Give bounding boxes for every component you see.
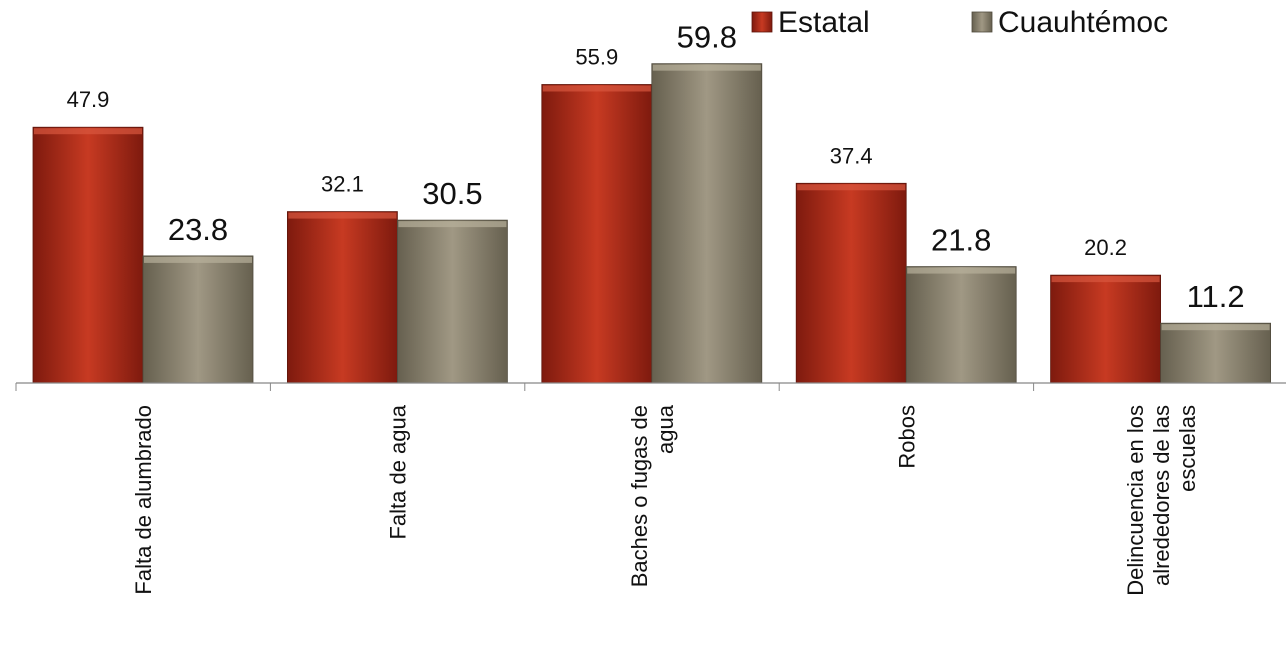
- bar-bevel-estatal-4: [1051, 276, 1160, 283]
- value-label-cuauht-moc-3: 21.8: [931, 223, 991, 258]
- bar-estatal-0: [32, 126, 144, 384]
- x-axis: [15, 382, 1286, 391]
- value-labels-group: 47.9 23.8 32.1 30.5 55.9 59.8 37.4 21.8 20.2 11.2: [67, 20, 1245, 315]
- bar-bevel-estatal-2: [542, 85, 651, 92]
- bar-estatal-4: [1050, 274, 1161, 384]
- bar-bevel-cuauht-moc-2: [652, 64, 761, 71]
- category-label-1: Falta de agua: [386, 404, 411, 539]
- value-label-cuauht-moc-0: 23.8: [168, 212, 228, 247]
- value-label-estatal-2: 55.9: [575, 44, 618, 69]
- bar-estatal-3: [795, 182, 907, 384]
- value-label-estatal-1: 32.1: [321, 172, 364, 197]
- legend: Estatal Cuauhtémoc: [751, 6, 1168, 39]
- value-label-cuauht-moc-2: 59.8: [677, 20, 737, 55]
- category-label-3: Robos: [894, 405, 919, 469]
- category-label-2: Baches o fugas deagua: [627, 404, 678, 587]
- value-label-estatal-3: 37.4: [830, 143, 873, 168]
- value-label-cuauht-moc-4: 11.2: [1187, 279, 1245, 314]
- value-label-estatal-0: 47.9: [67, 87, 110, 112]
- legend-label-cuauht-moc: Cuauhtémoc: [998, 6, 1168, 39]
- value-label-estatal-4: 20.2: [1084, 235, 1127, 260]
- category-label-0: Falta de alumbrado: [131, 405, 156, 595]
- category-label-4: Delincuencia en losalrededores de lasesc…: [1123, 405, 1200, 596]
- bar-cuauht-moc-4: [1160, 322, 1271, 384]
- bar-bevel-cuauht-moc-3: [907, 267, 1016, 274]
- value-label-cuauht-moc-1: 30.5: [422, 176, 482, 211]
- bar-bevel-cuauht-moc-0: [144, 256, 252, 263]
- bar-estatal-2: [541, 84, 653, 384]
- bar-cuauht-moc-1: [396, 219, 508, 384]
- bar-bevel-estatal-1: [288, 212, 397, 219]
- bar-estatal-1: [286, 211, 398, 384]
- bar-cuauht-moc-3: [905, 266, 1017, 384]
- legend-swatch-cuauht-moc: [971, 11, 993, 33]
- legend-swatch-estatal: [751, 11, 773, 33]
- bar-bevel-estatal-0: [34, 128, 142, 135]
- bar-bevel-cuauht-moc-4: [1161, 324, 1270, 331]
- bar-cuauht-moc-0: [142, 255, 254, 384]
- category-labels-group: Falta de alumbrado Falta de agua Baches o …: [131, 404, 1200, 596]
- legend-label-estatal: Estatal: [778, 6, 870, 39]
- bar-cuauht-moc-2: [651, 63, 763, 384]
- bar-bevel-estatal-3: [797, 184, 906, 191]
- bar-bevel-cuauht-moc-1: [398, 221, 507, 228]
